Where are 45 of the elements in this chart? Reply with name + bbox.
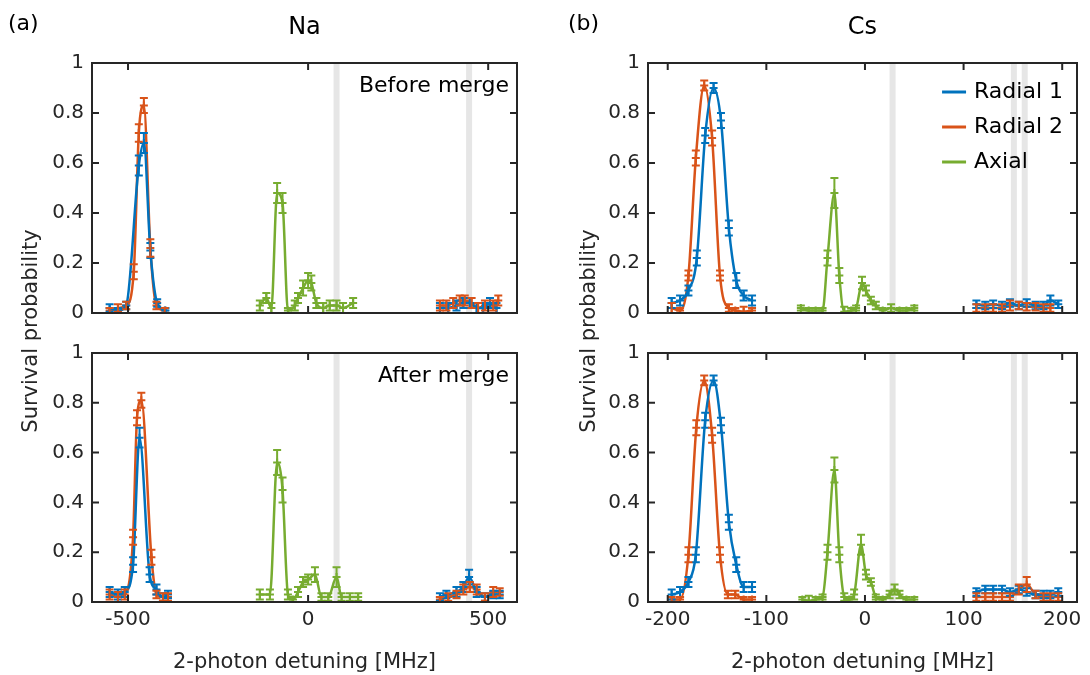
y-tick-label: 0 xyxy=(627,588,640,613)
y-tick-label: 0.4 xyxy=(52,199,84,224)
y-axis-title: Survival probability xyxy=(18,228,42,435)
y-tick-label: 0.6 xyxy=(52,149,84,174)
y-tick-label: 0.8 xyxy=(608,389,640,413)
y-tick-label: 0.2 xyxy=(52,249,84,274)
y-tick-label: 0.4 xyxy=(608,488,640,513)
y-axis-title: Survival probability xyxy=(576,228,600,435)
y-tick-label: 1 xyxy=(71,339,84,364)
x-tick-label: 0 xyxy=(301,606,315,631)
annotation: After merge xyxy=(378,361,509,387)
chart-title: Cs xyxy=(846,12,879,40)
chart-title: Na xyxy=(287,12,322,40)
y-tick-label: 1 xyxy=(627,339,640,364)
legend-label: Axial xyxy=(974,147,1028,173)
y-tick-label: 0 xyxy=(71,588,84,613)
text: (a) xyxy=(8,10,39,35)
legend-label: Radial 1 xyxy=(974,77,1064,103)
y-tick-label: 0.8 xyxy=(52,99,84,124)
annotation: Before merge xyxy=(358,71,509,97)
x-tick-label: -100 xyxy=(743,606,790,631)
y-tick-label: 0.2 xyxy=(608,538,640,563)
text: (b) xyxy=(568,10,600,35)
y-tick-label: 0.4 xyxy=(52,488,84,513)
y-tick-label: 0.8 xyxy=(52,389,84,413)
y-tick-label: 0 xyxy=(71,299,84,324)
y-tick-label: 0.4 xyxy=(608,199,640,224)
x-tick-label: 200 xyxy=(1043,606,1082,631)
x-tick-label: 0 xyxy=(858,606,872,631)
y-tick-label: 0.2 xyxy=(608,249,640,274)
y-tick-label: 1 xyxy=(627,49,640,74)
x-axis-title: 2-photon detuning [MHz] xyxy=(730,648,995,673)
y-tick-label: 0.2 xyxy=(52,538,84,563)
y-tick-label: 0 xyxy=(627,299,640,324)
x-tick-label: -200 xyxy=(645,606,691,631)
x-tick-label: 500 xyxy=(469,606,508,631)
x-axis-title: 2-photon detuning [MHz] xyxy=(172,648,437,673)
x-tick-label: -500 xyxy=(105,606,151,631)
y-tick-label: 1 xyxy=(71,49,84,74)
y-tick-label: 0.6 xyxy=(52,438,84,463)
y-tick-label: 0.8 xyxy=(608,99,640,124)
y-tick-label: 0.6 xyxy=(608,438,640,463)
x-tick-label: 100 xyxy=(944,606,983,631)
legend-label: Radial 2 xyxy=(974,112,1064,138)
y-tick-label: 0.6 xyxy=(608,149,640,174)
